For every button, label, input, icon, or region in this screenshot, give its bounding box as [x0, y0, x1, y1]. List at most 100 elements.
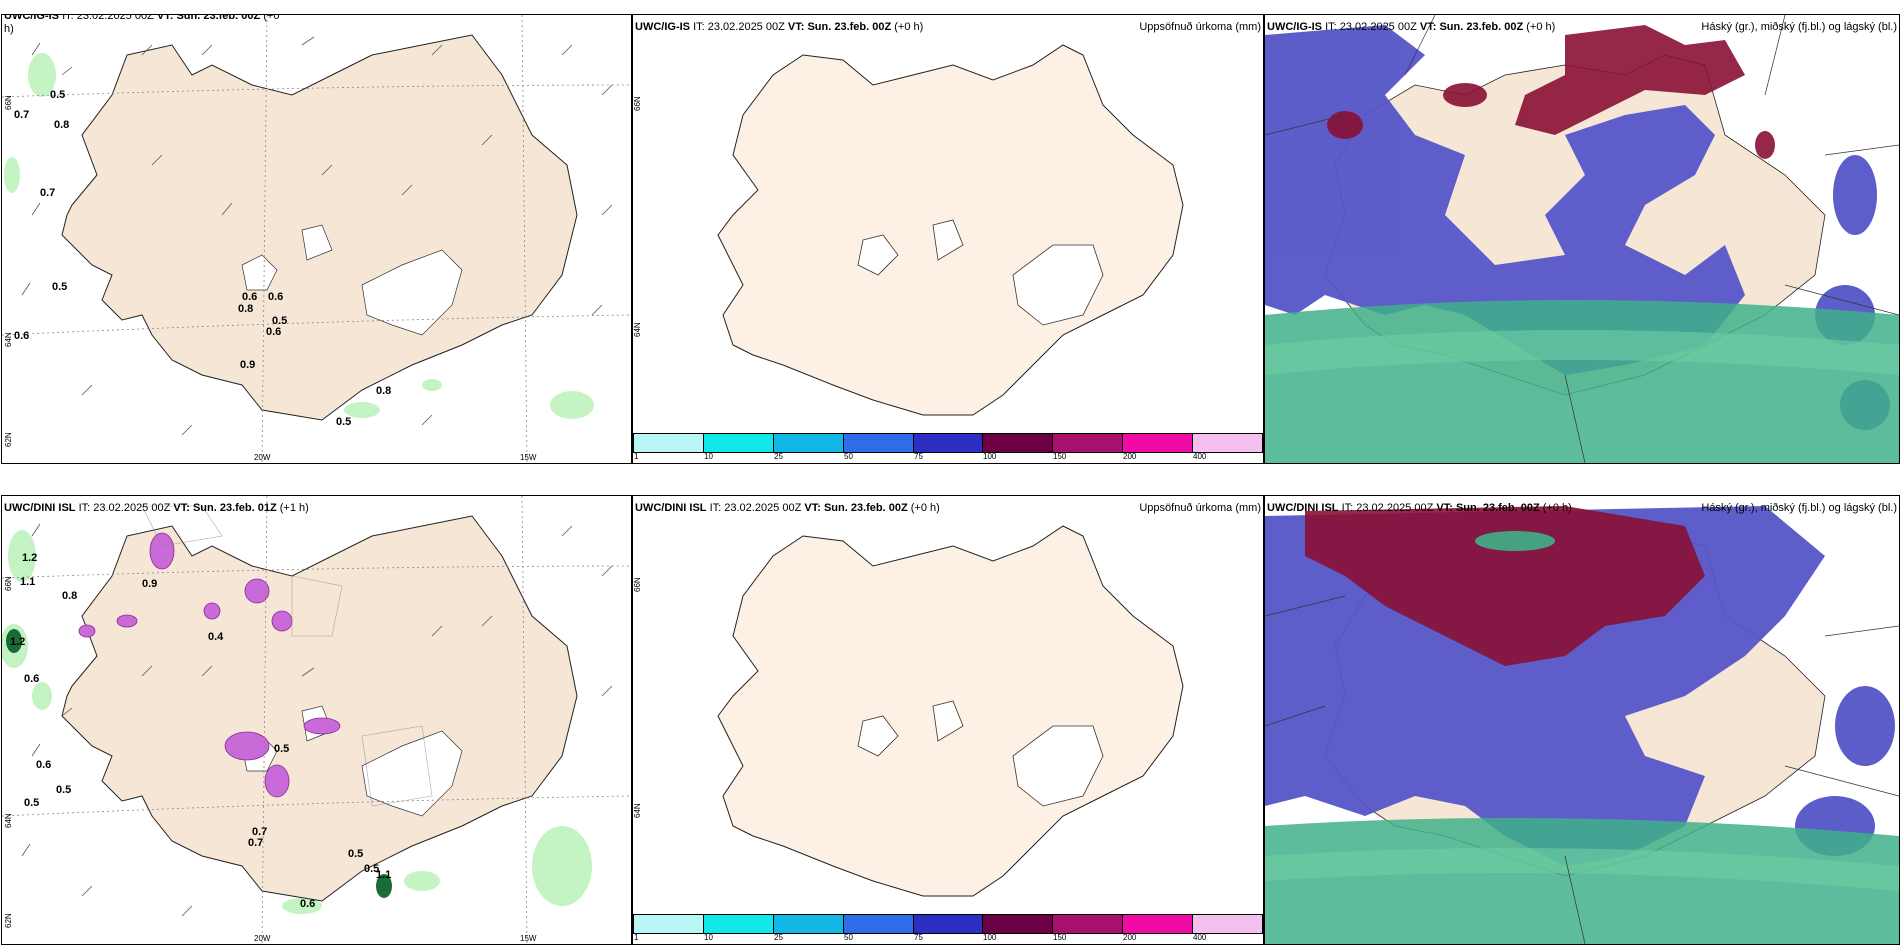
colorbar-tick: 1 — [634, 933, 639, 942]
value-label: 0.7 — [252, 826, 268, 838]
cloud-panel-dini: UWC/DINI ISL IT: 23.02.2025 00Z VT: Sun.… — [1264, 495, 1900, 945]
it-value: 23.02.2025 00Z — [93, 502, 171, 514]
it-label: IT: — [1325, 21, 1337, 33]
it-value: 23.02.2025 00Z — [1339, 21, 1417, 33]
colorbar-tick: 1 — [634, 452, 639, 461]
it-label: IT: — [693, 21, 705, 33]
colorbar-tick: 25 — [774, 933, 783, 942]
wind-map-igis — [2, 15, 631, 463]
value-label: 0.8 — [238, 303, 254, 315]
value-label: 0.5 — [56, 784, 72, 796]
value-label: 1.1 — [376, 869, 392, 881]
lon-label: 20W — [254, 453, 271, 462]
colorbar-segment — [843, 434, 914, 452]
colorbar-tick: 50 — [844, 452, 853, 461]
lead-time: (+0 h) — [910, 502, 940, 514]
precip-map-dini — [717, 525, 1184, 897]
lat-label: 66N — [633, 577, 642, 592]
value-label: 0.8 — [376, 385, 392, 397]
colorbar-segment — [773, 434, 844, 452]
model-name: UWC/IG-IS — [4, 14, 59, 22]
value-label: 0.7 — [248, 837, 264, 849]
it-value: 23.02.2025 00Z — [76, 14, 154, 22]
it-label: IT: — [1341, 502, 1354, 514]
lead-time: (+0 h) — [1542, 502, 1572, 514]
precip-field-label: Uppsöfnuð úrkoma (mm) — [1139, 21, 1261, 33]
lat-label: 64N — [4, 813, 13, 828]
vt-label: VT: — [1419, 21, 1437, 33]
vt-value: Sun. 23.feb. 00Z — [823, 502, 908, 514]
vt-value: Sun. 23.feb. 00Z — [807, 21, 892, 33]
model-name: UWC/IG-IS — [635, 21, 690, 33]
value-label: 1.2 — [22, 552, 38, 564]
cloud-field-label: Háský (gr.), miðský (fj.bl.) og lágský (… — [1701, 21, 1897, 33]
colorbar-segment — [1193, 434, 1263, 452]
vt-value: Sun. 23.feb. 00Z — [1455, 502, 1540, 514]
precip-field-label: Uppsöfnuð úrkoma (mm) — [1139, 502, 1261, 514]
colorbar-segment — [843, 915, 914, 933]
value-label: 0.5 — [364, 863, 380, 875]
vt-label: VT: — [787, 21, 805, 33]
value-label: 0.5 — [272, 315, 288, 327]
lead-time: (+0 h) — [894, 21, 924, 33]
cloud-panel-igis: UWC/IG-IS IT: 23.02.2025 00Z VT: Sun. 23… — [1264, 14, 1900, 464]
colorbar-tick: 10 — [704, 452, 713, 461]
lead-time: (+1 h) — [279, 502, 309, 514]
lat-label: 64N — [4, 332, 13, 347]
colorbar-segment — [703, 915, 774, 933]
colorbar-segment — [1123, 915, 1194, 933]
value-label: 0.9 — [240, 359, 256, 371]
precip-title: UWC/IG-IS IT: 23.02.2025 00Z VT: Sun. 23… — [635, 21, 923, 33]
colorbar-segment — [913, 434, 984, 452]
lat-label: 62N — [4, 913, 13, 928]
colorbar-tick: 200 — [1123, 452, 1137, 461]
precip-colorbar — [633, 433, 1263, 453]
colorbar-segment — [703, 434, 774, 452]
colorbar-tick: 400 — [1193, 452, 1207, 461]
vt-label: VT: — [173, 502, 190, 514]
value-label: 0.6 — [300, 898, 316, 910]
it-value: 23.02.2025 00Z — [1356, 502, 1434, 514]
vt-label: VT: — [1436, 502, 1453, 514]
colorbar-segment — [1053, 434, 1124, 452]
wind-panel-igis: UWC/IG-IS IT: 23.02.2025 00Z VT: Sun. 23… — [1, 14, 632, 464]
it-label: IT: — [709, 502, 722, 514]
colorbar-segment — [983, 915, 1054, 933]
colorbar-tick: 100 — [983, 452, 997, 461]
colorbar-segment — [1053, 915, 1124, 933]
vt-value: Sun. 23.feb. 00Z — [176, 14, 261, 22]
colorbar-tick: 100 — [983, 933, 997, 942]
colorbar-segment — [1123, 434, 1194, 452]
precip-panel-dini: UWC/DINI ISL IT: 23.02.2025 00Z VT: Sun.… — [632, 495, 1264, 945]
value-label: 0.5 — [274, 743, 290, 755]
cloud-map-dini — [1265, 496, 1899, 944]
value-label: 0.6 — [266, 326, 282, 338]
value-label: 0.6 — [242, 291, 258, 303]
wind-title: UWC/DINI ISL IT: 23.02.2025 00Z VT: Sun.… — [4, 502, 309, 514]
colorbar-segment — [913, 915, 984, 933]
lat-label: 64N — [633, 322, 642, 337]
cloud-map-igis — [1265, 15, 1899, 463]
value-label: 0.5 — [50, 89, 66, 101]
colorbar-segment — [1193, 915, 1263, 933]
it-label: IT: — [78, 502, 91, 514]
vt-value: Sun. 23.feb. 00Z — [1439, 21, 1524, 33]
it-value: 23.02.2025 00Z — [707, 21, 785, 33]
value-label: 0.8 — [54, 119, 70, 131]
it-label: IT: — [62, 14, 74, 22]
vt-label: VT: — [156, 14, 174, 22]
colorbar-segment — [634, 915, 704, 933]
lead-time: (+0 h) — [1526, 21, 1556, 33]
wind-title: UWC/IG-IS IT: 23.02.2025 00Z VT: Sun. 23… — [4, 14, 280, 22]
value-label: 0.5 — [348, 848, 364, 860]
colorbar-tick: 150 — [1053, 452, 1067, 461]
value-label: 0.6 — [268, 291, 284, 303]
wind-map-dini — [2, 496, 631, 944]
model-name: UWC/DINI ISL — [4, 502, 76, 514]
colorbar-tick: 400 — [1193, 933, 1207, 942]
value-label: 1.1 — [20, 576, 36, 588]
precip-title: UWC/DINI ISL IT: 23.02.2025 00Z VT: Sun.… — [635, 502, 940, 514]
colorbar-tick: 75 — [914, 452, 923, 461]
lead-time: (+0 — [263, 14, 280, 22]
value-label: 0.5 — [336, 416, 352, 428]
